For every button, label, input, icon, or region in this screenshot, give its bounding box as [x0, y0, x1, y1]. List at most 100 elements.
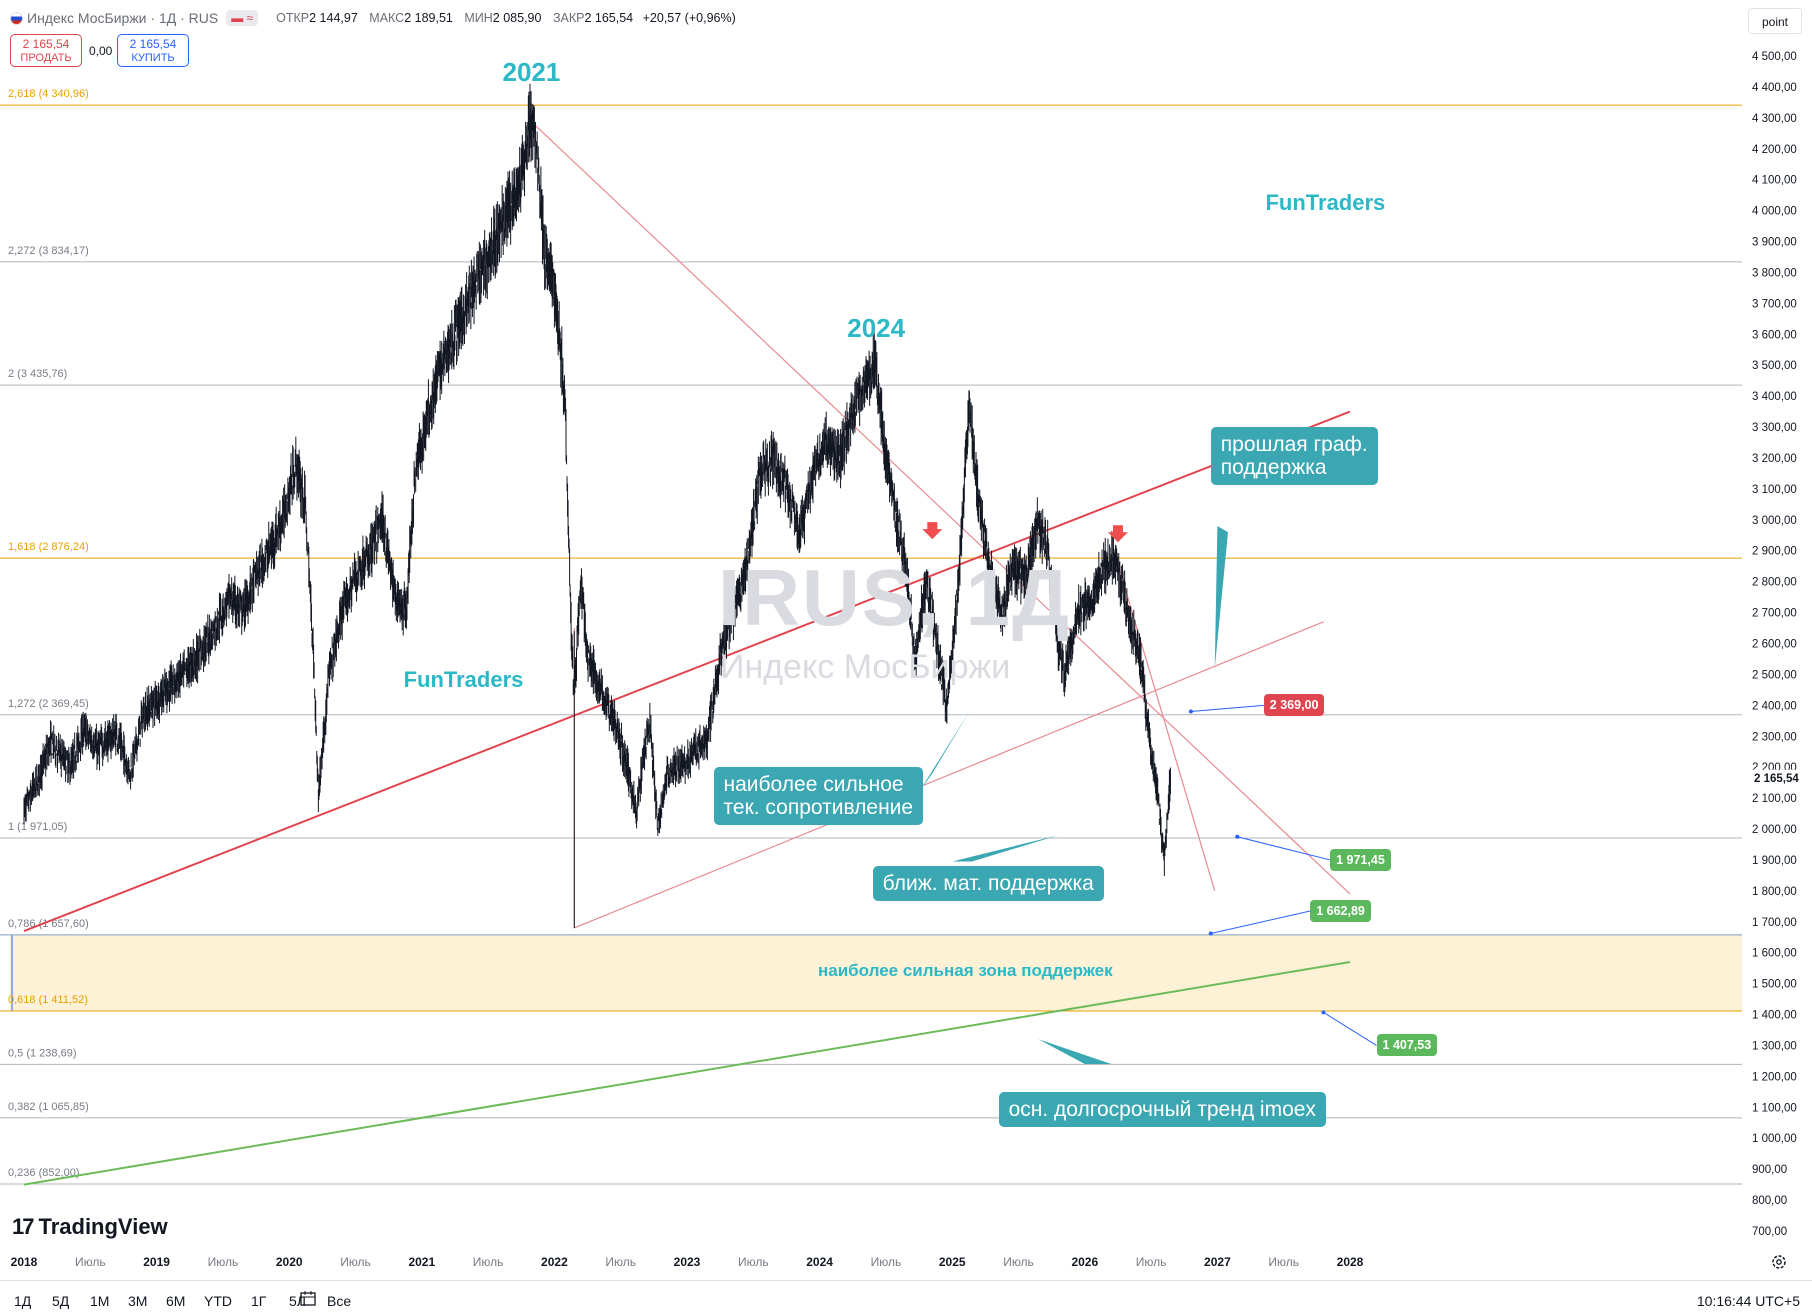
fib-label-1: 2,272 (3 834,17)	[8, 245, 89, 257]
timeframe-4[interactable]: 6М	[166, 1293, 186, 1309]
y-tick-label: 800,00	[1752, 1195, 1787, 1207]
timeframe-5[interactable]: YTD	[204, 1293, 232, 1309]
symbol-title[interactable]: Индекс МосБиржи · 1Д · RUS	[27, 10, 219, 26]
fib-label-5: 1 (1 971,05)	[8, 821, 67, 833]
buy-button[interactable]: 2 165,54 КУПИТЬ	[117, 34, 189, 67]
y-tick-label: 1 400,00	[1752, 1010, 1797, 1022]
candles	[23, 83, 1171, 928]
y-tick-label: 1 300,00	[1752, 1040, 1797, 1052]
y-tick-label: 900,00	[1752, 1164, 1787, 1176]
y-tick-label: 3 000,00	[1752, 515, 1797, 527]
point-button[interactable]: point	[1748, 8, 1802, 34]
price-tag-anchor-1	[1235, 834, 1240, 839]
russia-flag-icon	[10, 11, 23, 25]
callout-tail-nearest-support	[952, 835, 1059, 862]
clock-display[interactable]: 10:16:44 UTC+5	[1696, 1293, 1800, 1309]
y-tick-label: 3 500,00	[1752, 360, 1797, 372]
y-tick-label: 1 100,00	[1752, 1102, 1797, 1114]
y-tick-label: 1 500,00	[1752, 979, 1797, 991]
year-label-2024[interactable]: 2024	[847, 312, 906, 343]
year-label-2021[interactable]: 2021	[502, 57, 561, 88]
tradingview-logo: 17 TradingView	[12, 1214, 168, 1239]
y-tick-label: 3 700,00	[1752, 298, 1797, 310]
fib-label-2: 2 (3 435,76)	[8, 368, 67, 380]
current-price-bg	[1745, 769, 1809, 786]
x-tick-label: 2021	[408, 1255, 435, 1269]
x-tick-label: 2026	[1071, 1255, 1098, 1269]
price-tag-0[interactable]: 2 369,00	[1263, 694, 1325, 717]
price-tag-3[interactable]: 1 407,53	[1376, 1034, 1438, 1057]
x-tick-label: 2019	[143, 1255, 170, 1269]
y-tick-label: 2 100,00	[1752, 793, 1797, 805]
ohlc-values: ОТКР2 144,97 МАКС2 189,51 МИН2 085,90 ЗА…	[276, 11, 736, 25]
calendar-range-icon[interactable]	[298, 1289, 318, 1309]
y-tick-label: 1 600,00	[1752, 948, 1797, 960]
x-tick-label: Июль	[738, 1255, 769, 1269]
fib-label-8: 0,5 (1 238,69)	[8, 1047, 77, 1059]
callout-prev-support[interactable]: прошлая граф. поддержка	[1210, 427, 1378, 486]
callout-strongest-resistance[interactable]: наиболее сильное тек. сопротивление	[713, 767, 924, 826]
fib-label-10: 0,236 (852,00)	[8, 1167, 80, 1179]
x-tick-label: Июль	[473, 1255, 504, 1269]
timeframe-8[interactable]: Все	[327, 1293, 352, 1309]
down-arrow-icon-1	[1107, 525, 1128, 543]
price-tag-leader-2	[1210, 910, 1311, 935]
trendline-pink-proj	[1113, 550, 1216, 892]
callout-tail-strongest-resistance	[919, 711, 970, 792]
x-tick-label: 2018	[11, 1255, 38, 1269]
support-zone-label[interactable]: наиболее сильная зона поддержек	[818, 961, 1113, 981]
spread-value: 0,00	[89, 44, 113, 58]
tradingview-mark-icon: 17	[12, 1214, 35, 1239]
watermark-symbol: IRUS, 1Д	[718, 553, 1072, 642]
callout-long-trend[interactable]: осн. долгосрочный тренд imoex	[998, 1091, 1326, 1127]
price-tag-1[interactable]: 1 971,45	[1330, 848, 1391, 871]
funtraders-label-2[interactable]: FunTraders	[1265, 190, 1386, 216]
timeframe-2[interactable]: 1М	[90, 1293, 110, 1309]
x-tick-label: Июль	[208, 1255, 239, 1269]
y-tick-label: 3 400,00	[1752, 391, 1797, 403]
timeframe-3[interactable]: 3М	[128, 1293, 148, 1309]
x-tick-label: Июль	[1268, 1255, 1299, 1269]
funtraders-label-3[interactable]: FunTraders	[403, 666, 524, 692]
x-tick-label: 2020	[276, 1255, 303, 1269]
callout-nearest-support[interactable]: ближ. мат. поддержка	[872, 866, 1104, 902]
y-tick-label: 3 300,00	[1752, 422, 1797, 434]
timeframe-6[interactable]: 1Г	[251, 1293, 267, 1309]
timeframe-1[interactable]: 5Д	[52, 1293, 70, 1309]
watermark-name: Индекс МосБиржи	[720, 648, 1011, 686]
x-tick-label: 2025	[939, 1255, 966, 1269]
y-tick-label: 700,00	[1752, 1226, 1787, 1238]
fib-label-0: 2,618 (4 340,96)	[8, 88, 89, 100]
y-tick-label: 2 600,00	[1752, 639, 1797, 651]
price-tag-anchor-3	[1321, 1010, 1326, 1015]
down-arrow-icon-0	[922, 522, 943, 540]
fib-label-9: 0,382 (1 065,85)	[8, 1101, 89, 1113]
y-tick-label: 2 300,00	[1752, 731, 1797, 743]
trendline-pink-lower	[574, 621, 1324, 929]
x-tick-label: Июль	[605, 1255, 636, 1269]
x-tick-label: 2022	[541, 1255, 568, 1269]
trendline-green-long	[23, 961, 1351, 1186]
y-tick-label: 2 500,00	[1752, 669, 1797, 681]
y-tick-label: 2 000,00	[1752, 824, 1797, 836]
legend-header: Индекс МосБиржи · 1Д · RUS ▬ ≈ ОТКР2 144…	[0, 0, 1740, 42]
trendline-red-main	[23, 410, 1351, 932]
x-tick-label: 2027	[1204, 1255, 1231, 1269]
y-tick-label: 2 400,00	[1752, 700, 1797, 712]
change-value: +20,57 (+0,96%)	[642, 11, 736, 25]
y-tick-label: 4 100,00	[1752, 175, 1797, 187]
y-tick-label: 1 200,00	[1752, 1071, 1797, 1083]
settings-gear-icon[interactable]	[1770, 1253, 1788, 1271]
timeframe-0[interactable]: 1Д	[14, 1293, 32, 1309]
price-tag-2[interactable]: 1 662,89	[1310, 899, 1371, 922]
x-tick-label: 2024	[806, 1255, 833, 1269]
fib-label-6: 0,786 (1 657,60)	[8, 918, 89, 930]
x-tick-label: Июль	[75, 1255, 106, 1269]
indicator-toggle-icon[interactable]: ▬ ≈	[226, 10, 259, 26]
y-tick-label: 4 200,00	[1752, 144, 1797, 156]
y-tick-label: 1 000,00	[1752, 1133, 1797, 1145]
sell-button[interactable]: 2 165,54 ПРОДАТЬ	[10, 34, 82, 67]
price-tag-anchor-0	[1188, 709, 1193, 714]
